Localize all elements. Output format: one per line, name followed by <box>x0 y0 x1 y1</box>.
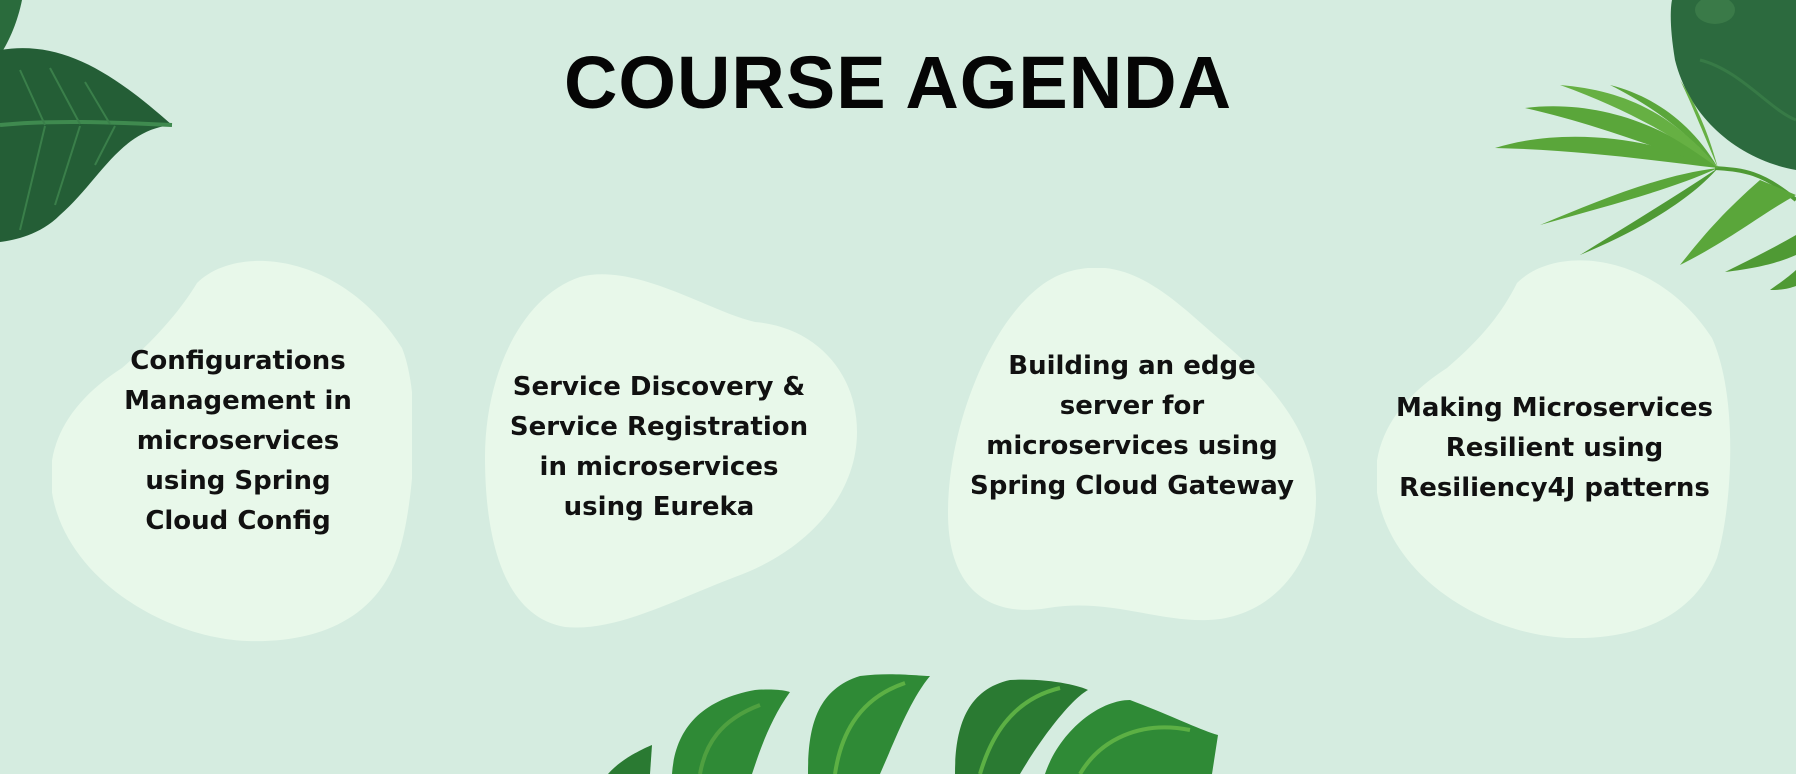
blob-shape <box>52 260 412 642</box>
blob-shape <box>1377 260 1731 638</box>
blob-shape <box>485 274 857 628</box>
agenda-item: Making Microservices Resilient using Res… <box>1377 258 1732 638</box>
agenda-item: Configurations Management in microservic… <box>52 258 412 643</box>
agenda-item-text: Making Microservices Resilient using Res… <box>1396 393 1713 503</box>
agenda-item-text: Building an edge server for microservice… <box>970 351 1294 501</box>
slide-title: COURSE AGENDA <box>563 41 1233 124</box>
monstera-leaf-top-left-icon <box>0 0 173 243</box>
agenda-item-text: Configurations Management in microservic… <box>124 345 352 536</box>
blob-shape <box>948 268 1316 621</box>
agenda-item: Service Discovery & Service Registration… <box>485 272 857 632</box>
palm-frond-top-right-icon <box>1495 0 1796 290</box>
agenda-item: Building an edge server for microservice… <box>948 268 1316 624</box>
agenda-item-text: Service Discovery & Service Registration… <box>509 372 809 522</box>
monstera-leaves-bottom-icon <box>608 674 1218 774</box>
